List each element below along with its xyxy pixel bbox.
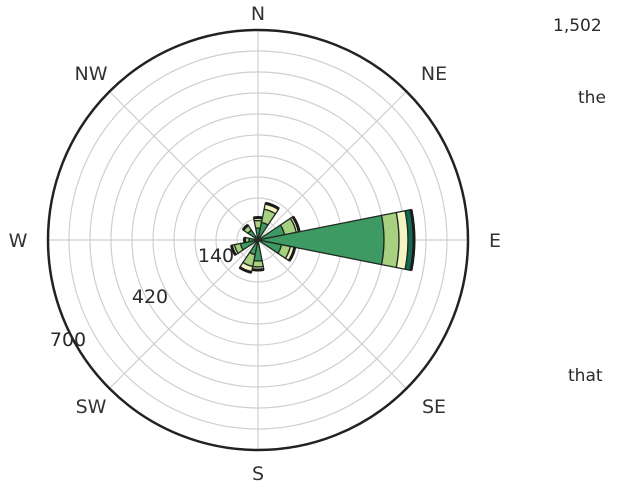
direction-label-s: S [252,463,264,484]
direction-label-ne: NE [421,63,447,85]
direction-label-w: W [9,230,28,252]
wedge-e-1 [380,211,400,269]
grid-spoke [257,91,407,241]
wedge-edge-ssw [238,266,252,274]
side-text-number: 1,502 [553,16,602,36]
outer-circle [46,28,470,452]
outer-ring [46,28,470,452]
chart-labels: N NE E SE S SW W NW 140 420 700 [9,3,501,484]
direction-label-se: SE [422,396,446,418]
wedge-edge-nw [241,223,249,231]
side-text-that: that [568,366,603,386]
wedge-edge-e [409,209,416,271]
direction-label-sw: SW [76,396,107,418]
chart-bars [230,201,416,274]
grid-spoke [109,91,259,241]
side-text-the: the [578,88,606,108]
radial-tick-label: 700 [50,329,86,351]
wedge-edge-s [251,267,265,272]
polar-grid [48,30,468,450]
wedge-edge-nne [264,201,280,211]
grid-spoke [257,239,407,389]
wedge-edge-ese [287,246,297,262]
grid-spoke [109,239,259,389]
radial-tick-label: 420 [132,286,168,308]
wedge-edge-wsw [230,244,237,256]
direction-label-e: E [489,230,501,252]
direction-label-n: N [251,3,265,25]
direction-label-nw: NW [75,63,108,85]
radial-tick-label: 140 [198,245,234,267]
wedge-e-0 [257,214,385,266]
